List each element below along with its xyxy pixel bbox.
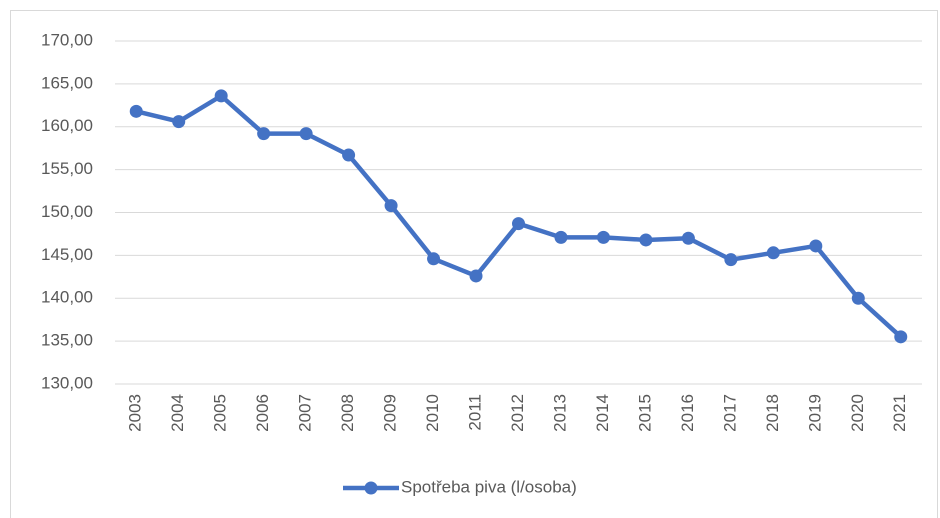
data-point: [257, 127, 271, 141]
legend-marker: [364, 481, 378, 495]
y-tick-label: 160,00: [41, 116, 93, 135]
data-point: [214, 89, 228, 103]
legend-label: Spotřeba piva (l/osoba): [401, 477, 577, 496]
y-tick-label: 165,00: [41, 73, 93, 92]
data-point: [512, 217, 525, 231]
data-point: [469, 269, 483, 283]
y-tick-label: 135,00: [41, 331, 93, 350]
data-point: [639, 233, 653, 247]
data-point: [172, 115, 186, 129]
data-point: [894, 330, 908, 344]
data-point: [384, 199, 398, 213]
y-tick-label: 145,00: [41, 245, 93, 264]
x-tick-label: 2017: [720, 394, 739, 432]
data-point: [129, 104, 143, 118]
x-tick-label: 2003: [126, 394, 145, 432]
data-point: [724, 253, 738, 267]
x-tick-label: 2013: [550, 394, 569, 432]
x-tick-label: 2005: [211, 394, 230, 432]
data-point: [427, 252, 441, 266]
x-tick-label: 2020: [848, 394, 867, 432]
x-tick-label: 2007: [296, 394, 315, 432]
data-point: [342, 148, 356, 162]
x-tick-label: 2016: [678, 394, 697, 432]
data-point: [809, 239, 823, 253]
x-tick-label: 2004: [168, 394, 187, 432]
x-tick-label: 2021: [890, 394, 909, 432]
data-point: [554, 230, 568, 244]
x-tick-label: 2010: [423, 394, 442, 432]
y-tick-label: 155,00: [41, 159, 93, 178]
x-tick-label: 2009: [381, 394, 400, 432]
x-tick-label: 2012: [508, 394, 527, 432]
y-tick-label: 140,00: [41, 288, 93, 307]
x-tick-label: 2018: [763, 394, 782, 432]
x-tick-label: 2006: [253, 394, 272, 432]
x-tick-label: 2014: [593, 394, 612, 432]
data-point: [766, 246, 780, 260]
x-tick-label: 2019: [805, 394, 824, 432]
x-tick-label: 2015: [635, 394, 654, 432]
chart-border: [10, 10, 938, 518]
y-tick-label: 170,00: [41, 30, 93, 49]
data-point: [299, 127, 313, 141]
y-tick-label: 150,00: [41, 202, 93, 221]
x-tick-label: 2008: [338, 394, 357, 432]
data-point: [851, 291, 865, 305]
data-point: [681, 231, 695, 245]
y-tick-label: 130,00: [41, 373, 93, 392]
data-point: [596, 230, 610, 244]
x-tick-label: 2011: [466, 394, 485, 431]
